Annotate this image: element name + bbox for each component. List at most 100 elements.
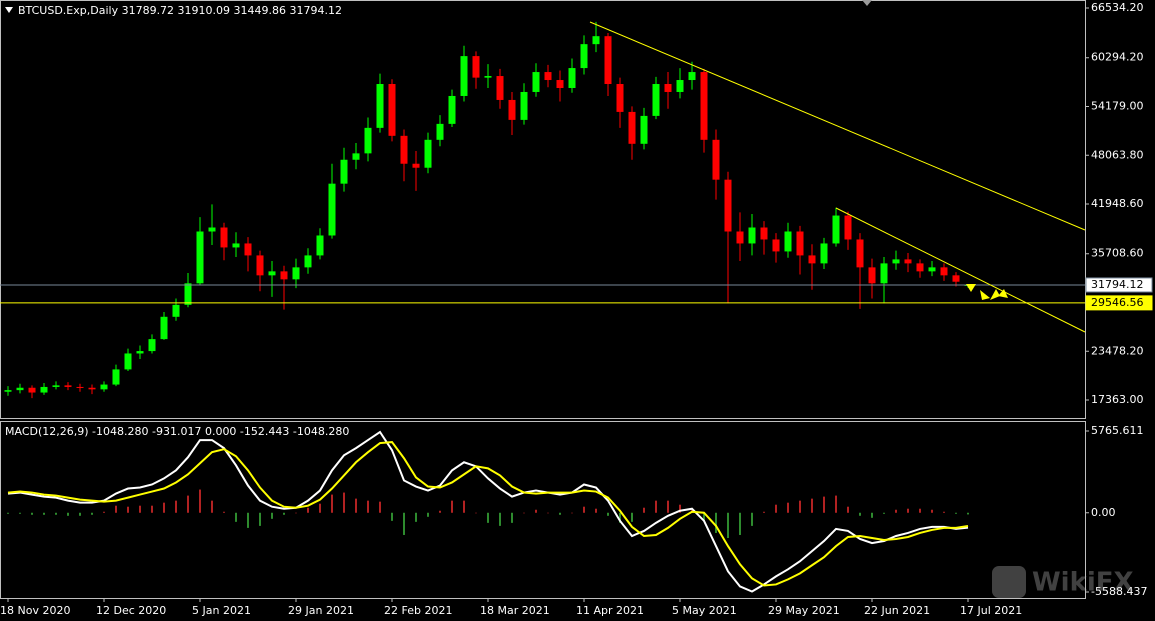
candle-body	[604, 36, 612, 85]
candle-body	[292, 267, 300, 280]
menu-triangle[interactable]	[5, 7, 13, 13]
histogram-bar	[847, 506, 849, 513]
histogram-bar	[523, 512, 525, 514]
histogram-bar	[583, 506, 585, 513]
candle-body	[940, 267, 948, 276]
candle-body	[160, 316, 168, 340]
x-tick-label: 11 Apr 2021	[576, 604, 644, 617]
x-tick-label: 22 Feb 2021	[384, 604, 452, 617]
trend-line[interactable]	[835, 207, 1086, 333]
candle-body	[664, 84, 672, 92]
candle-body	[40, 386, 48, 393]
histogram-bar	[283, 512, 285, 515]
candle-body	[220, 227, 228, 248]
histogram-bar	[127, 506, 129, 513]
histogram-bar	[199, 489, 201, 513]
main-panel-frame	[0, 0, 1086, 419]
candle-body	[436, 123, 444, 140]
arrow-marker	[980, 290, 990, 300]
candle-body	[4, 390, 12, 392]
candle-body	[772, 239, 780, 252]
histogram-bar	[715, 512, 717, 533]
x-tick-label: 29 May 2021	[768, 604, 840, 617]
histogram-bar	[751, 512, 753, 526]
histogram-bar	[223, 511, 225, 513]
y-tick-label: 48063.80	[1091, 148, 1144, 161]
candle-body	[88, 387, 96, 390]
candle-body	[904, 259, 912, 264]
histogram-bar	[811, 498, 813, 513]
histogram-bar	[259, 512, 261, 526]
histogram-bar	[403, 512, 405, 535]
histogram-bar	[931, 509, 933, 513]
candle-body	[628, 111, 636, 144]
histogram-bar	[607, 512, 609, 516]
histogram-bar	[559, 512, 561, 515]
candle-body	[76, 386, 84, 388]
candle-body	[16, 387, 24, 391]
histogram-bar	[787, 502, 789, 513]
histogram-bar	[211, 500, 213, 513]
candle-body	[484, 76, 492, 78]
watermark: WikiFX	[992, 566, 1134, 598]
candle-body	[52, 385, 60, 387]
watermark-logo	[992, 566, 1026, 598]
histogram-bar	[499, 512, 501, 526]
shift-marker[interactable]	[862, 0, 872, 6]
histogram-bar	[943, 511, 945, 513]
candle-body	[856, 239, 864, 268]
candle-body	[424, 139, 432, 168]
histogram-bar	[535, 509, 537, 513]
histogram-bar	[871, 512, 873, 518]
histogram-bar	[451, 500, 453, 513]
candle-body	[100, 384, 108, 390]
macd-title: MACD(12,26,9) -1048.280 -931.017 0.000 -…	[5, 425, 349, 438]
y-tick-label: -5588.437	[1091, 585, 1147, 598]
histogram-bar	[883, 512, 885, 514]
candle-body	[520, 91, 528, 120]
watermark-text: WikiFX	[1032, 568, 1134, 598]
histogram-bar	[67, 512, 69, 516]
x-tick-label: 29 Jan 2021	[288, 604, 354, 617]
histogram-bar	[91, 512, 93, 515]
histogram-bar	[463, 500, 465, 513]
histogram-bar	[919, 508, 921, 513]
candle-body	[148, 339, 156, 352]
histogram-bar	[319, 503, 321, 513]
candle-body	[844, 215, 852, 240]
x-tick-label: 18 Nov 2020	[0, 604, 70, 617]
price-label-box	[1085, 277, 1153, 293]
candle-body	[580, 44, 588, 69]
candle-body	[700, 72, 708, 140]
histogram-bar	[391, 512, 393, 521]
trend-line[interactable]	[589, 21, 1086, 231]
histogram-bar	[439, 510, 441, 513]
y-tick-label: 41948.60	[1091, 197, 1144, 210]
arrow-marker	[998, 289, 1008, 298]
histogram-bar	[679, 504, 681, 513]
y-tick-label: 60294.20	[1091, 51, 1144, 64]
y-tick-label: 66534.20	[1091, 1, 1144, 14]
histogram-bar	[247, 512, 249, 528]
candle-body	[556, 80, 564, 88]
candle-body	[268, 271, 276, 276]
candle-body	[208, 227, 216, 232]
candle-body	[736, 231, 744, 244]
candle-body	[244, 243, 252, 256]
histogram-bar	[79, 512, 81, 516]
candle-body	[412, 163, 420, 168]
histogram-bar	[631, 512, 633, 522]
x-tick-label: 12 Dec 2020	[96, 604, 166, 617]
histogram-bar	[31, 512, 33, 515]
candle-body	[568, 68, 576, 88]
candle-body	[928, 267, 936, 272]
histogram-bar	[355, 498, 357, 513]
candle-body	[712, 139, 720, 180]
histogram-bar	[19, 512, 21, 514]
candle-body	[532, 72, 540, 92]
candle-body	[652, 84, 660, 116]
histogram-bar	[175, 500, 177, 513]
